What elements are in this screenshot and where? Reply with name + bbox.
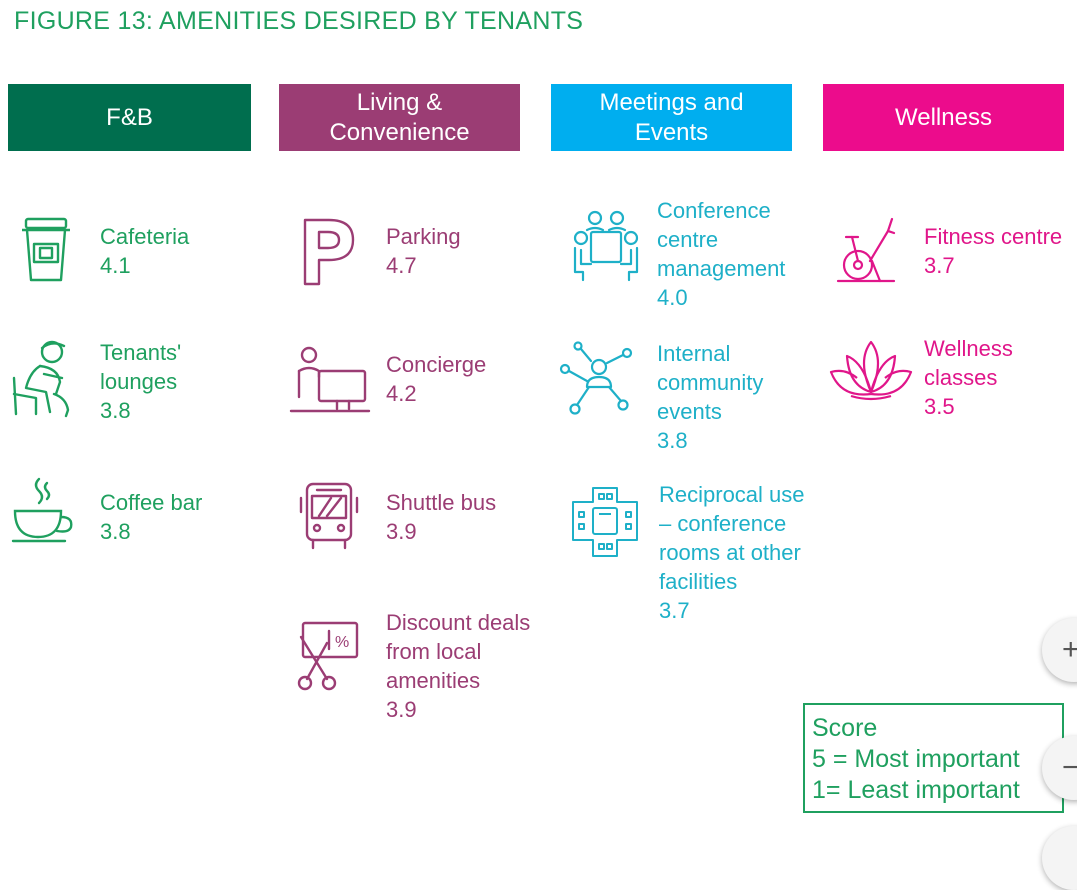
network-icon <box>558 339 638 419</box>
amenity-score: 4.7 <box>386 253 417 278</box>
meeting-room-plan-icon <box>568 480 642 564</box>
header-meetings-events: Meetings and Events <box>551 84 792 151</box>
header-label: Living & Convenience <box>329 88 470 146</box>
amenity-score: 3.9 <box>386 697 417 722</box>
amenity-score: 4.0 <box>657 285 688 310</box>
amenity-score: 3.9 <box>386 519 417 544</box>
amenity-score: 3.8 <box>100 398 131 423</box>
hot-drink-icon <box>8 474 82 546</box>
plus-icon: + <box>1062 633 1077 666</box>
amenity-name: Concierge <box>386 352 487 377</box>
amenity-score: 3.8 <box>100 519 131 544</box>
amenity-cafeteria: Cafeteria 4.1 <box>10 214 220 286</box>
amenity-name: Shuttle bus <box>386 490 497 515</box>
amenity-conference-centre: Conference centre management 4.0 <box>572 196 807 312</box>
amenity-score: 3.7 <box>659 598 690 623</box>
header-label: Meetings and Events <box>599 88 744 146</box>
amenity-score: 3.7 <box>924 253 955 278</box>
legend-most-important: 5 = Most important <box>812 745 1020 773</box>
amenity-name: Internal community events <box>657 341 764 424</box>
amenity-name: Coffee bar <box>100 490 203 515</box>
amenity-fitness-centre: Fitness centre 3.7 <box>836 214 1077 286</box>
discount-coupon-icon: % <box>292 608 364 692</box>
header-label: Wellness <box>895 103 992 131</box>
amenity-wellness-classes: Wellness classes 3.5 <box>826 334 1044 421</box>
conference-table-icon <box>572 196 640 296</box>
amenity-reciprocal-use: Reciprocal use – conference rooms at oth… <box>568 480 819 625</box>
amenity-name: Reciprocal use – conference rooms at oth… <box>659 482 805 594</box>
amenity-name: Tenants' lounges <box>100 340 182 394</box>
header-fb: F&B <box>8 84 251 151</box>
zoom-reset-button[interactable] <box>1042 826 1077 890</box>
amenity-concierge: Concierge 4.2 <box>288 342 516 416</box>
header-wellness: Wellness <box>823 84 1064 151</box>
amenity-shuttle-bus: Shuttle bus 3.9 <box>296 480 516 550</box>
amenity-name: Fitness centre <box>924 224 1063 249</box>
amenity-name: Wellness classes <box>924 336 1013 390</box>
zoom-in-button[interactable]: + <box>1042 618 1077 682</box>
score-legend: Score 5 = Most important 1= Least import… <box>803 703 1064 813</box>
amenity-score: 3.8 <box>657 428 688 453</box>
svg-text:%: % <box>335 634 349 651</box>
person-lounging-icon <box>4 338 80 418</box>
amenity-parking: Parking 4.7 <box>294 214 506 288</box>
amenity-score: 4.2 <box>386 381 417 406</box>
parking-icon <box>294 214 362 288</box>
exercise-bike-icon <box>836 214 898 286</box>
concierge-desk-icon <box>288 342 372 416</box>
amenity-score: 4.1 <box>100 253 131 278</box>
amenity-discount-deals: % Discount deals from local amenities 3.… <box>292 608 546 724</box>
amenity-name: Discount deals from local amenities <box>386 610 531 693</box>
header-label: F&B <box>106 103 153 131</box>
figure-title: FIGURE 13: AMENITIES DESIRED BY TENANTS <box>14 7 584 35</box>
coffee-cup-icon <box>10 214 82 286</box>
amenity-name: Cafeteria <box>100 224 190 249</box>
lotus-icon <box>826 334 916 408</box>
amenity-coffee-bar: Coffee bar 3.8 <box>8 474 230 546</box>
amenity-tenants-lounges: Tenants' lounges 3.8 <box>4 338 220 425</box>
header-living-convenience: Living & Convenience <box>279 84 520 151</box>
amenity-name: Parking <box>386 224 461 249</box>
amenity-community-events: Internal community events 3.8 <box>558 339 787 455</box>
amenity-name: Conference centre management <box>657 198 786 281</box>
bus-icon <box>296 480 362 550</box>
amenity-score: 3.5 <box>924 394 955 419</box>
minus-icon: − <box>1062 751 1077 784</box>
legend-least-important: 1= Least important <box>812 776 1020 804</box>
legend-title: Score <box>812 714 878 742</box>
